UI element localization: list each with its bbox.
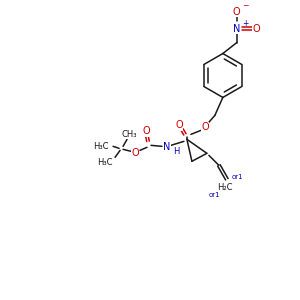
Text: O: O bbox=[142, 126, 150, 136]
Text: O: O bbox=[201, 122, 209, 132]
Text: or1: or1 bbox=[209, 192, 220, 198]
Text: O: O bbox=[233, 7, 241, 16]
Text: CH₃: CH₃ bbox=[121, 130, 137, 139]
Text: N: N bbox=[163, 142, 171, 152]
Text: H₂C: H₂C bbox=[217, 183, 232, 192]
Text: O: O bbox=[253, 24, 261, 34]
Text: −: − bbox=[242, 1, 248, 10]
Text: N: N bbox=[233, 24, 241, 34]
Text: +: + bbox=[242, 19, 248, 28]
Text: H₃C: H₃C bbox=[93, 142, 109, 151]
Text: O: O bbox=[175, 120, 183, 130]
Text: or1: or1 bbox=[232, 174, 243, 180]
Text: O: O bbox=[131, 148, 139, 158]
Text: H: H bbox=[173, 147, 179, 156]
Text: H₃C: H₃C bbox=[97, 158, 113, 167]
